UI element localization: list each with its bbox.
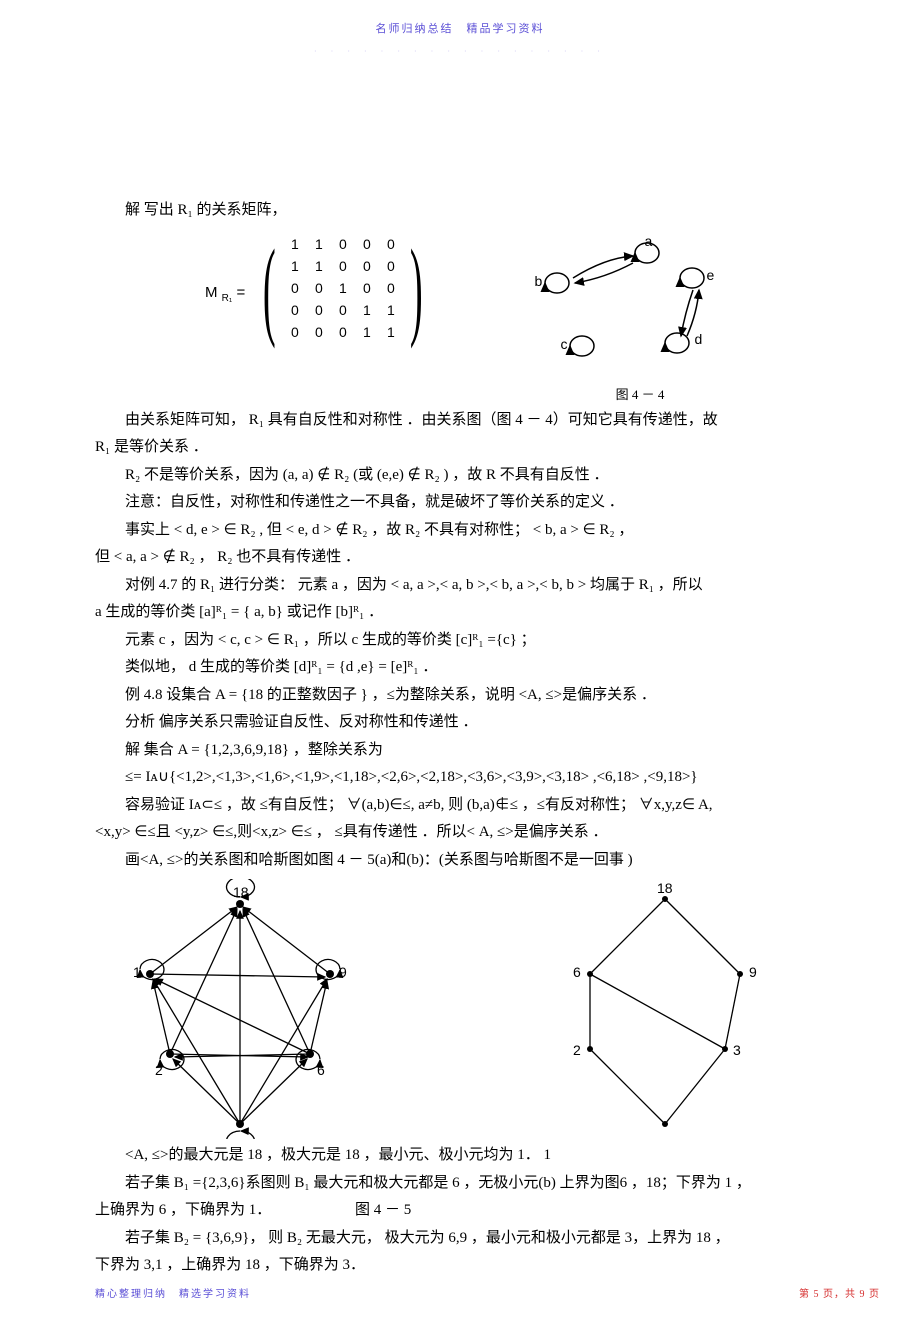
graph-4-4: a b e c d xyxy=(505,228,725,378)
p13b: <x,y> ∈≤且 <y,z> ∈≤,则<x,z> ∈≤ ， ≤具有传递性 ．所… xyxy=(95,820,825,846)
matrix-row: 00011 xyxy=(290,299,396,321)
fig44-caption: 图 4 － 4 xyxy=(455,384,825,406)
matrix-sub: R₁ xyxy=(222,293,233,304)
p13a: 容易验证 Iᴀ⊂≤ ，故 ≤有自反性； ∀(a,b)∈≤, a≠b, 则 (b,… xyxy=(95,793,825,819)
node-2a: 2 xyxy=(155,1059,163,1083)
figure-4-5: 18 1 9 2 6 1 xyxy=(95,879,825,1139)
p17b: 下界为 3,1 ，上确界为 18 ，下确界为 3． xyxy=(95,1253,825,1279)
paren-right: ) xyxy=(410,228,423,348)
node-6b: 6 xyxy=(573,961,581,985)
p4: 事实上 < d, e > ∈ R₂ , 但 < e, d > ∉ R₂ ，故 R… xyxy=(95,518,825,544)
node-9a: 9 xyxy=(339,961,347,985)
p10: 分析 偏序关系只需验证自反性、反对称性和传递性 ． xyxy=(95,710,825,736)
node-1a: 1 xyxy=(133,961,141,985)
matrix-row: 11000 xyxy=(290,255,396,277)
p8: 类似地， d 生成的等价类 [d]ᴿ₁ = {d ,e} = [e]ᴿ₁ ． xyxy=(95,655,825,681)
p11: 解 集合 A = {1,2,3,6,9,18} ，整除关系为 xyxy=(95,738,825,764)
matrix-body: ( 11000 11000 00100 00011 00011 ) xyxy=(251,228,434,348)
node-b: b xyxy=(535,270,543,294)
footer-right: 第 5 页，共 9 页 xyxy=(799,1286,880,1303)
p1b: R₁ 是等价关系 ． xyxy=(95,435,825,461)
footer-left: 精心整理归纳 精选学习资料 xyxy=(95,1286,251,1303)
fig45-caption: 图 4 － 5 xyxy=(355,1202,411,1218)
p2: R₂ 不是等价关系，因为 (a, a) ∉ R₂ (或 (e,e) ∉ R₂ )… xyxy=(95,463,825,489)
header-watermark: 名师归纳总结 精品学习资料 xyxy=(95,20,825,39)
node-18a: 18 xyxy=(233,881,249,905)
p17a: 若子集 B₂ = {3,6,9}， 则 B₂ 无最大元， 极大元为 6,9 ，最… xyxy=(95,1226,825,1252)
node-9b: 9 xyxy=(749,961,757,985)
p3: 注意：自反性，对称性和传递性之一不具备，就是破坏了等价关系的定义 ． xyxy=(95,490,825,516)
matrix-m: M xyxy=(205,284,222,301)
matrix-and-graph: M R₁ = ( 11000 11000 00100 00011 00011 ) xyxy=(95,228,825,378)
node-d: d xyxy=(695,328,703,352)
node-3b: 3 xyxy=(733,1039,741,1063)
p6a: 对例 4.7 的 R₁ 进行分类： 元素 a ，因为 < a, a >,< a,… xyxy=(95,573,825,599)
matrix-row: 11000 xyxy=(290,233,396,255)
hasse-diagram-b: 18 6 9 2 3 1 xyxy=(535,879,795,1139)
node-c: c xyxy=(561,333,568,357)
node-18b: 18 xyxy=(657,877,673,901)
p9: 例 4.8 设集合 A = {18 的正整数因子 } ，≤为整除关系，说明 <A… xyxy=(95,683,825,709)
node-6a: 6 xyxy=(317,1059,325,1083)
p6b: a 生成的等价类 [a]ᴿ₁ = { a, b} 或记作 [b]ᴿ₁ ． xyxy=(95,600,825,626)
p12: ≤= Iᴀ∪{<1,2>,<1,3>,<1,6>,<1,9>,<1,18>,<2… xyxy=(95,765,825,791)
matrix-rows: 11000 11000 00100 00011 00011 xyxy=(288,228,398,348)
p14: 画<A, ≤>的关系图和哈斯图如图 4 － 5(a)和(b)：(关系图与哈斯图不… xyxy=(95,848,825,874)
p16a: 若子集 B₁ ={2,3,6}系图则 B₁ 最大元和极大元都是 6 ，无极小元(… xyxy=(95,1171,825,1197)
relation-diagram-a: 18 1 9 2 6 1 xyxy=(95,879,385,1139)
matrix-label: M R₁ = xyxy=(205,280,245,307)
p16b: 上确界为 6 ，下确界为 1． 图 4 － 5 xyxy=(95,1198,825,1224)
node-2b: 2 xyxy=(573,1039,581,1063)
matrix-row: 00100 xyxy=(290,277,396,299)
p5: 但 < a, a > ∉ R₂ ， R₂ 也不具有传递性 ． xyxy=(95,545,825,571)
p7: 元素 c ，因为 < c, c > ∈ R₁ ，所以 c 生成的等价类 [c]ᴿ… xyxy=(95,628,825,654)
header-dots: · · · · · · · · · · · · · · · · · · xyxy=(95,45,825,59)
matrix-row: 00011 xyxy=(290,321,396,343)
main-content: 解 写出 R₁ 的关系矩阵， M R₁ = ( 11000 11000 0010… xyxy=(95,198,825,1279)
node-e: e xyxy=(707,264,715,288)
p1a: 由关系矩阵可知， R₁ 具有自反性和对称性 ．由关系图（图 4 － 4）可知它具… xyxy=(95,408,825,434)
p15: <A, ≤>的最大元是 18 ，极大元是 18 ，最小元、极小元均为 1． 1 xyxy=(95,1143,825,1169)
node-a: a xyxy=(645,230,653,254)
page-footer: 精心整理归纳 精选学习资料 第 5 页，共 9 页 xyxy=(95,1286,880,1303)
paren-left: ( xyxy=(263,228,276,348)
intro-line: 解 写出 R₁ 的关系矩阵， xyxy=(95,198,825,224)
matrix-eq: = xyxy=(232,284,245,301)
